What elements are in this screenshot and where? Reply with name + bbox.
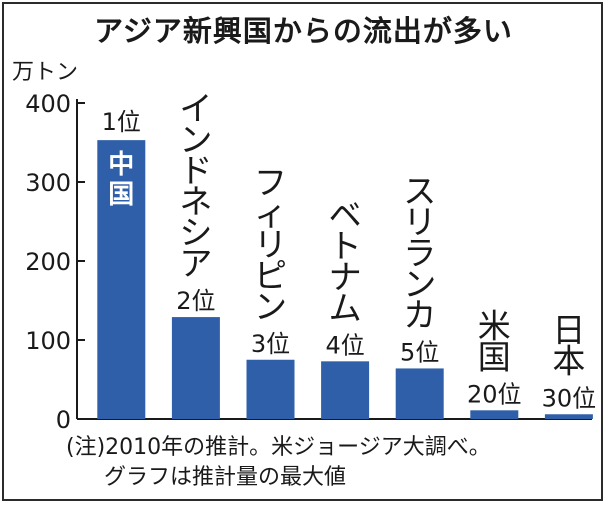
rank-label: 3位 (251, 330, 290, 358)
category-label: ド (179, 151, 212, 190)
category-label: ス (403, 171, 436, 210)
rank-label: 20位 (467, 380, 522, 408)
category-label: ン (254, 287, 287, 326)
bar-4 (321, 361, 370, 419)
y-tick-label: 300 (25, 169, 71, 197)
category-label: 本 (552, 341, 585, 380)
category-label: ナ (329, 257, 362, 296)
category-label: ィ (254, 194, 287, 233)
bar-3 (246, 359, 295, 419)
rank-label: 2位 (176, 287, 215, 315)
category-label: ネ (179, 182, 212, 221)
rank-label: 4位 (325, 331, 364, 359)
category-label: リ (254, 225, 287, 264)
bar-2 (171, 317, 220, 419)
y-tick-label: 400 (25, 90, 71, 118)
rank-label: 1位 (102, 108, 141, 136)
y-axis-unit: 万トン (12, 60, 79, 85)
category-label: ト (329, 226, 362, 265)
category-label: 国 (478, 337, 511, 376)
category-label: リ (403, 202, 436, 241)
bar-5 (395, 368, 444, 419)
chart-title: アジア新興国からの流出が多い (94, 14, 513, 48)
category-label: フ (254, 163, 287, 202)
category-label: 日 (552, 310, 585, 349)
footnote-method: グラフは推計量の最大値 (104, 465, 347, 490)
bar-1 (97, 140, 146, 419)
category-label: イ (179, 89, 212, 128)
category-label: ム (329, 288, 362, 327)
footnote-source: (注)2010年の推計。米ジョージア大調べ。 (66, 435, 491, 460)
bar-7 (544, 414, 593, 419)
category-label: カ (403, 295, 436, 334)
rank-label: 30位 (542, 384, 597, 412)
category-label: ン (179, 120, 212, 159)
rank-label: 5位 (400, 338, 439, 366)
category-label: 中 (108, 150, 134, 180)
category-label: ベ (329, 195, 362, 234)
category-label: ピ (254, 256, 287, 295)
chart-frame (2, 2, 603, 501)
y-tick-label: 200 (25, 248, 71, 276)
y-tick-label: 0 (56, 406, 71, 434)
category-label: 米 (478, 306, 511, 345)
bar-6 (470, 410, 519, 419)
category-label: シ (179, 213, 212, 252)
category-label: ラ (403, 233, 436, 272)
category-label: 国 (108, 180, 134, 210)
category-label: ア (179, 244, 212, 283)
category-label: ン (403, 264, 436, 303)
y-tick-label: 100 (25, 327, 71, 355)
